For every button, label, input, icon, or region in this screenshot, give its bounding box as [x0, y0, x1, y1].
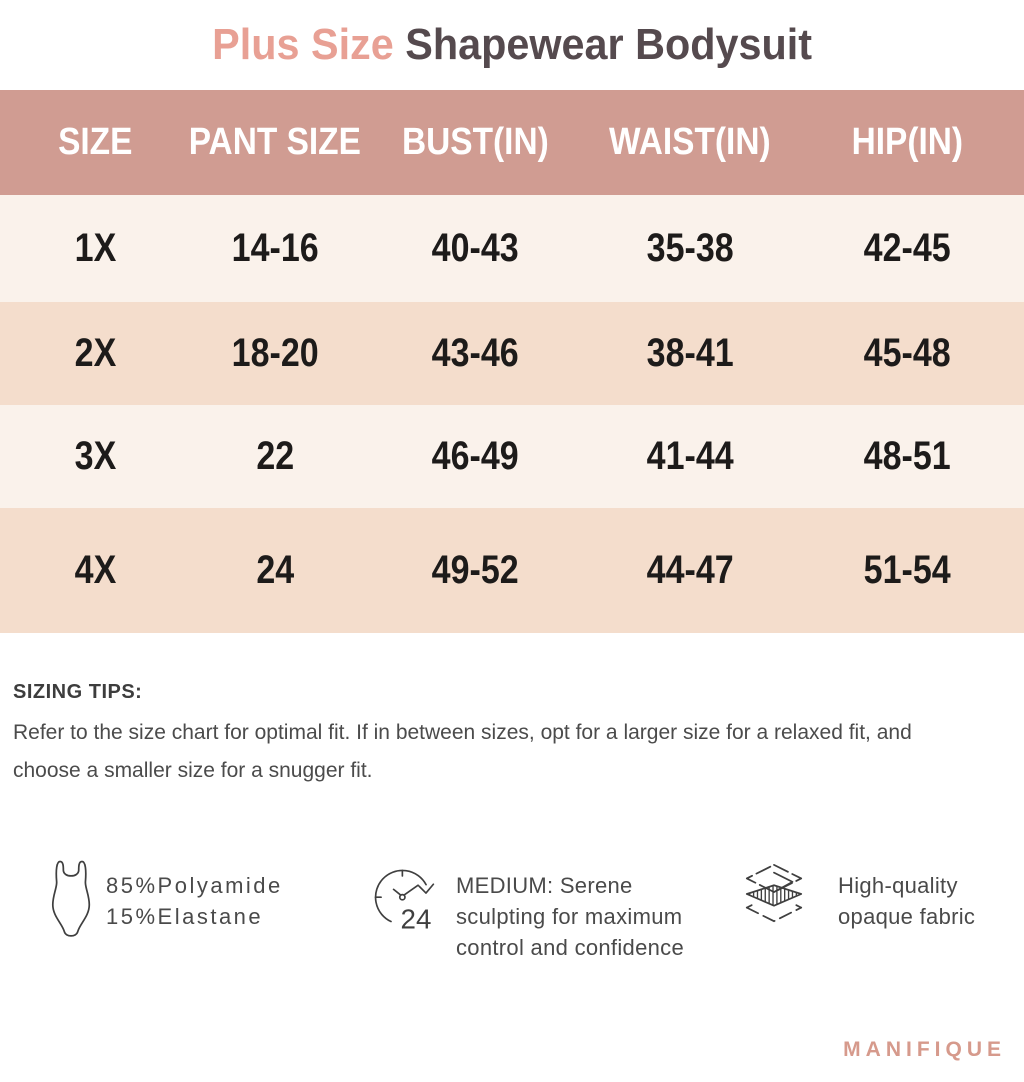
header-waist: WAIST(IN) [609, 121, 771, 163]
cell-hip: 45-48 [863, 331, 951, 375]
cell-size: 4X [74, 548, 116, 592]
cell-size: 3X [74, 434, 116, 478]
cell-pant-size: 22 [256, 434, 294, 478]
sizing-tips-heading: SIZING TIPS: [13, 681, 143, 703]
fabric-composition-text: 85%Polyamide 15%Elastane [106, 870, 283, 932]
cell-hip: 42-45 [863, 226, 951, 270]
cell-pant-size: 14-16 [231, 226, 319, 270]
feature-line: control and confidence [456, 935, 684, 960]
brand-logo-text: MANIFIQUE [843, 1038, 1006, 1061]
title-rest: Shapewear Bodysuit [393, 20, 812, 69]
feature-line: sculpting for maximum [456, 904, 683, 929]
bodysuit-icon [48, 854, 96, 942]
size-table: SIZE PANT SIZE BUST(IN) WAIST(IN) HIP(IN… [0, 90, 1024, 633]
header-hip: HIP(IN) [851, 121, 963, 163]
cell-hip: 48-51 [863, 434, 951, 478]
control-level-text: MEDIUM: Serene sculpting for maximum con… [456, 870, 684, 963]
cell-pant-size: 24 [256, 548, 294, 592]
feature-line: High-quality [838, 873, 958, 898]
header-bust: BUST(IN) [401, 121, 549, 163]
feature-line: MEDIUM: Serene [456, 873, 633, 898]
clock-24-icon: 24 [370, 862, 444, 938]
cell-size: 1X [74, 226, 116, 270]
cell-bust: 46-49 [431, 434, 519, 478]
header-size: SIZE [57, 121, 133, 163]
feature-line: opaque fabric [838, 904, 976, 929]
feature-line: 15%Elastane [106, 904, 264, 929]
cell-waist: 35-38 [646, 226, 734, 270]
header-pant-size: PANT SIZE [188, 121, 362, 163]
table-row: 1X 14-16 40-43 35-38 42-45 [0, 195, 1024, 302]
page-title: Plus Size Shapewear Bodysuit [0, 0, 1024, 90]
fabric-quality-text: High-quality opaque fabric [838, 870, 975, 932]
title-highlight: Plus Size [212, 20, 394, 69]
feature-line: 85%Polyamide [106, 873, 283, 898]
cell-hip: 51-54 [863, 548, 951, 592]
cell-waist: 44-47 [646, 548, 734, 592]
table-row: 2X 18-20 43-46 38-41 45-48 [0, 302, 1024, 405]
cell-bust: 43-46 [431, 331, 519, 375]
cell-bust: 49-52 [431, 548, 519, 592]
table-row: 4X 24 49-52 44-47 51-54 [0, 508, 1024, 633]
cell-bust: 40-43 [431, 226, 519, 270]
table-row: 3X 22 46-49 41-44 48-51 [0, 405, 1024, 508]
fabric-layers-icon [740, 860, 808, 928]
table-header-row: SIZE PANT SIZE BUST(IN) WAIST(IN) HIP(IN… [0, 90, 1024, 195]
cell-waist: 41-44 [646, 434, 734, 478]
cell-waist: 38-41 [646, 331, 734, 375]
cell-pant-size: 18-20 [231, 331, 319, 375]
sizing-tips-line: Refer to the size chart for optimal fit.… [13, 721, 912, 744]
clock-24-label: 24 [401, 904, 432, 935]
cell-size: 2X [74, 331, 116, 375]
sizing-tips-line: choose a smaller size for a snugger fit. [13, 759, 373, 782]
